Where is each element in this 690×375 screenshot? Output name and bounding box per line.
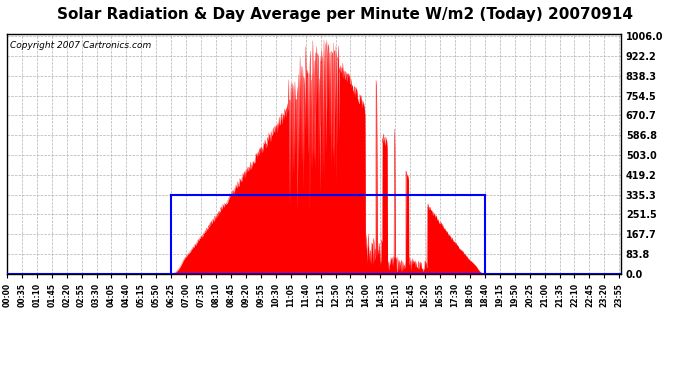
Text: Solar Radiation & Day Average per Minute W/m2 (Today) 20070914: Solar Radiation & Day Average per Minute… xyxy=(57,8,633,22)
Text: Copyright 2007 Cartronics.com: Copyright 2007 Cartronics.com xyxy=(10,41,151,50)
